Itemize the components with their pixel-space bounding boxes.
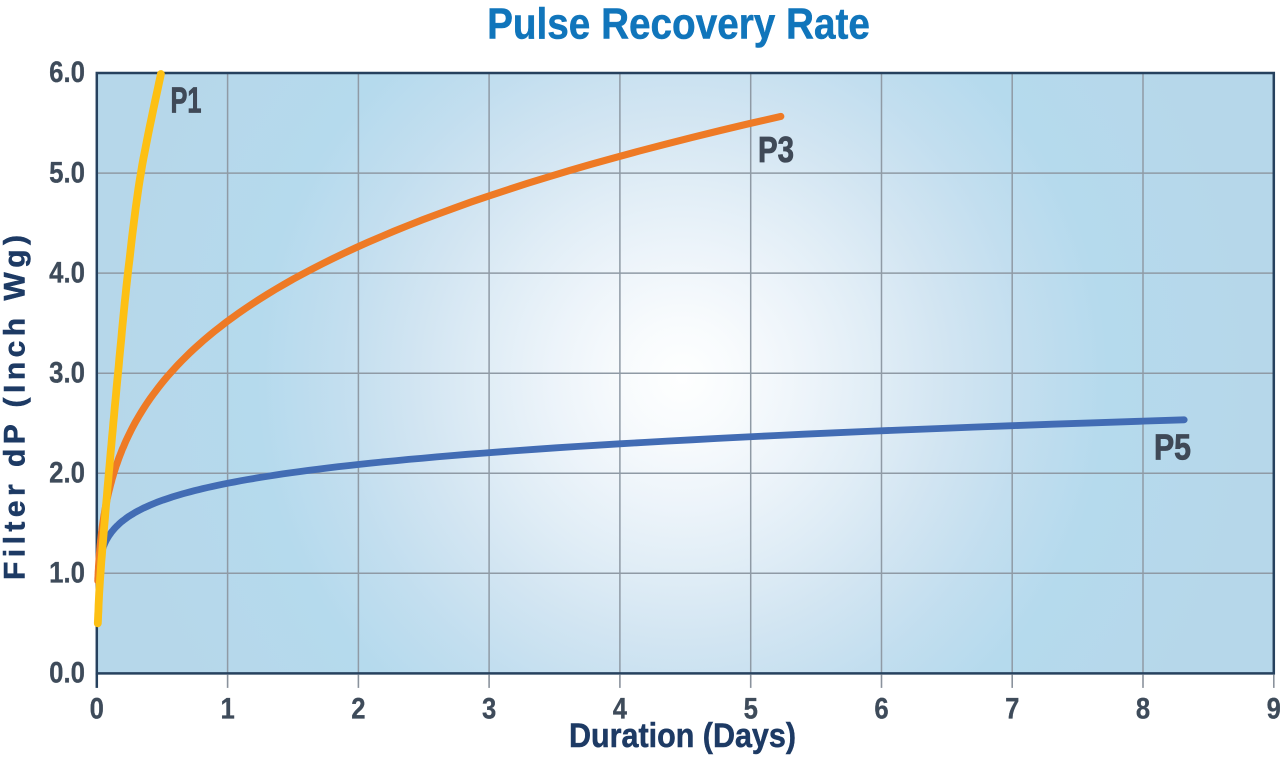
svg-text:6: 6 bbox=[874, 692, 888, 725]
svg-text:4.0: 4.0 bbox=[49, 256, 85, 289]
svg-text:8: 8 bbox=[1136, 692, 1150, 725]
svg-text:6.0: 6.0 bbox=[49, 56, 85, 89]
svg-text:Pulse Recovery Rate: Pulse Recovery Rate bbox=[487, 0, 870, 48]
svg-text:Duration (Days): Duration (Days) bbox=[569, 717, 796, 755]
svg-text:5: 5 bbox=[744, 692, 758, 725]
svg-text:7: 7 bbox=[1005, 692, 1019, 725]
svg-text:P5: P5 bbox=[1154, 427, 1191, 468]
svg-text:0: 0 bbox=[90, 692, 104, 725]
svg-text:Filter dP (Inch Wg): Filter dP (Inch Wg) bbox=[0, 235, 32, 580]
svg-text:5.0: 5.0 bbox=[49, 156, 85, 189]
svg-text:4: 4 bbox=[613, 692, 628, 725]
svg-text:9: 9 bbox=[1267, 692, 1280, 725]
svg-text:3.0: 3.0 bbox=[49, 356, 85, 389]
svg-text:P3: P3 bbox=[758, 129, 794, 170]
svg-text:1.0: 1.0 bbox=[49, 556, 85, 589]
svg-text:3: 3 bbox=[482, 692, 496, 725]
svg-text:2.0: 2.0 bbox=[49, 456, 85, 489]
svg-text:P1: P1 bbox=[171, 80, 202, 121]
svg-text:0.0: 0.0 bbox=[49, 656, 85, 689]
svg-text:1: 1 bbox=[220, 692, 234, 725]
svg-text:2: 2 bbox=[351, 692, 365, 725]
